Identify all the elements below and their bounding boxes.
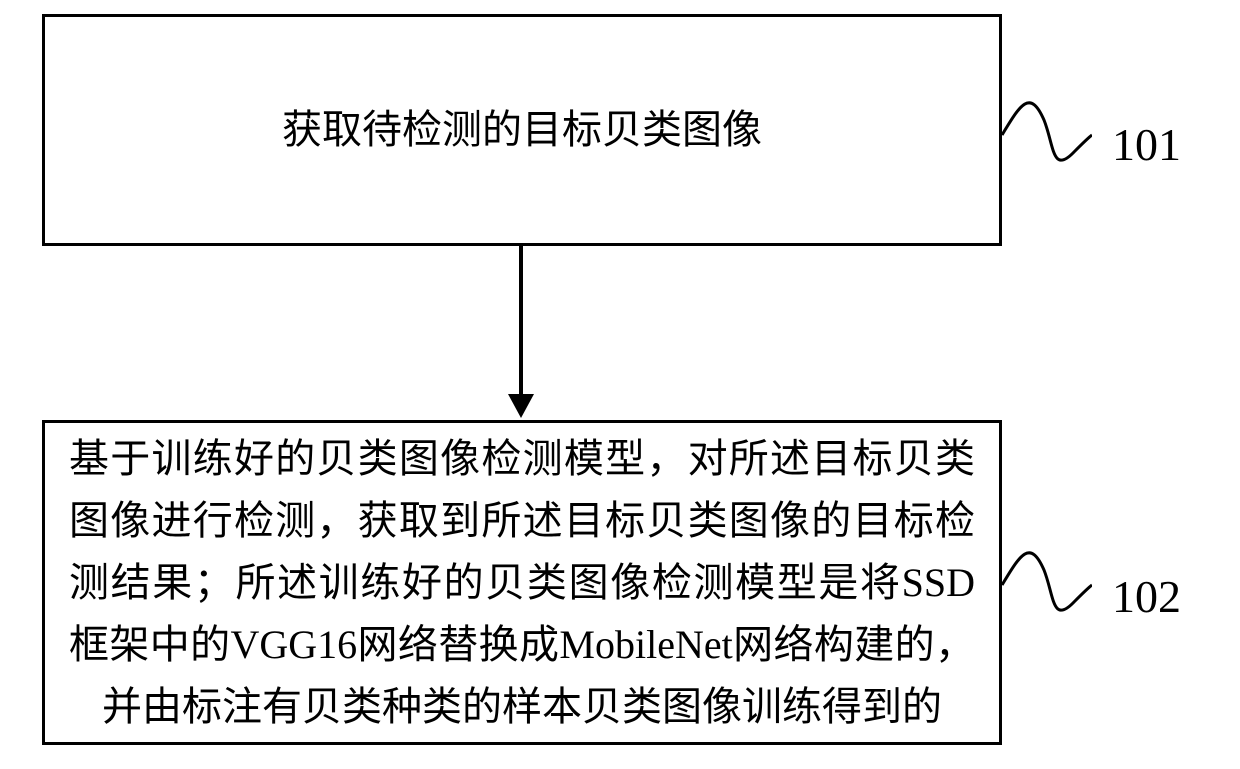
arrow-1-2-line [519,246,523,396]
squiggle-connector-1 [1002,80,1092,190]
flow-node-2-label: 102 [1112,570,1181,623]
flow-node-2: 基于训练好的贝类图像检测模型，对所述目标贝类图像进行检测，获取到所述目标贝类图像… [42,420,1002,745]
arrow-1-2-head [508,394,534,418]
flow-node-2-text: 基于训练好的贝类图像检测模型，对所述目标贝类图像进行检测，获取到所述目标贝类图像… [69,428,975,738]
flow-node-1-label: 101 [1112,118,1181,171]
flow-node-1: 获取待检测的目标贝类图像 [42,14,1002,246]
flow-node-1-text: 获取待检测的目标贝类图像 [282,99,762,161]
squiggle-connector-2 [1002,530,1092,640]
